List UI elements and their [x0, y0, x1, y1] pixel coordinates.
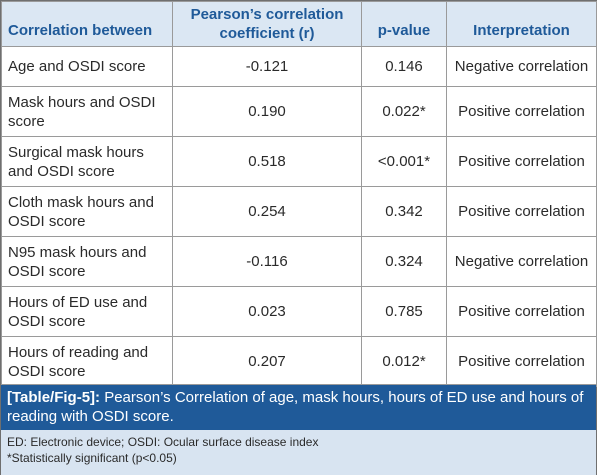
cell-coefficient: -0.121 — [172, 46, 362, 87]
cell-coefficient: -0.116 — [172, 236, 362, 287]
cell-interpretation: Positive correlation — [446, 286, 597, 337]
caption-title: [Table/Fig-5]: Pearson’s Correlation of … — [1, 385, 596, 430]
table-row: Cloth mask hours and OSDI score 0.254 0.… — [1, 186, 597, 237]
header-row: Correlation between Pearson’s correlatio… — [1, 1, 597, 47]
table-row: N95 mask hours and OSDI score -0.116 0.3… — [1, 236, 597, 287]
cell-interpretation: Negative correlation — [446, 236, 597, 287]
cell-pvalue: 0.022* — [361, 86, 447, 137]
cell-coefficient: 0.518 — [172, 136, 362, 187]
cell-interpretation: Positive correlation — [446, 86, 597, 137]
cell-coefficient: 0.207 — [172, 336, 362, 387]
cell-correlation: Hours of reading and OSDI score — [1, 336, 173, 387]
cell-correlation: Hours of ED use and OSDI score — [1, 286, 173, 337]
cell-pvalue: 0.342 — [361, 186, 447, 237]
cell-coefficient: 0.190 — [172, 86, 362, 137]
correlation-table: Correlation between Pearson’s correlatio… — [1, 1, 597, 387]
table-row: Mask hours and OSDI score 0.190 0.022* P… — [1, 86, 597, 137]
cell-correlation: Age and OSDI score — [1, 46, 173, 87]
caption-abbreviations: ED: Electronic device; OSDI: Ocular surf… — [7, 435, 319, 449]
header-coefficient: Pearson’s correlation coefficient (r) — [172, 1, 362, 47]
cell-pvalue: 0.146 — [361, 46, 447, 87]
header-interpretation: Interpretation — [446, 1, 597, 47]
header-correlation: Correlation between — [1, 1, 173, 47]
cell-coefficient: 0.254 — [172, 186, 362, 237]
cell-interpretation: Negative correlation — [446, 46, 597, 87]
cell-pvalue: 0.785 — [361, 286, 447, 337]
cell-pvalue: <0.001* — [361, 136, 447, 187]
cell-correlation: N95 mask hours and OSDI score — [1, 236, 173, 287]
cell-interpretation: Positive correlation — [446, 186, 597, 237]
caption-label: [Table/Fig-5]: — [7, 389, 101, 406]
table-row: Hours of reading and OSDI score 0.207 0.… — [1, 336, 597, 387]
header-pvalue: p-value — [361, 1, 447, 47]
table-row: Surgical mask hours and OSDI score 0.518… — [1, 136, 597, 187]
caption-footnote: *Statistically significant (p<0.05) — [7, 451, 177, 465]
cell-coefficient: 0.023 — [172, 286, 362, 337]
cell-correlation: Surgical mask hours and OSDI score — [1, 136, 173, 187]
cell-interpretation: Positive correlation — [446, 336, 597, 387]
cell-correlation: Mask hours and OSDI score — [1, 86, 173, 137]
table-row: Age and OSDI score -0.121 0.146 Negative… — [1, 46, 597, 87]
table-row: Hours of ED use and OSDI score 0.023 0.7… — [1, 286, 597, 337]
cell-correlation: Cloth mask hours and OSDI score — [1, 186, 173, 237]
cell-pvalue: 0.324 — [361, 236, 447, 287]
cell-pvalue: 0.012* — [361, 336, 447, 387]
caption-text: Pearson’s Correlation of age, mask hours… — [7, 389, 584, 425]
cell-interpretation: Positive correlation — [446, 136, 597, 187]
table-caption: [Table/Fig-5]: Pearson’s Correlation of … — [1, 384, 596, 475]
